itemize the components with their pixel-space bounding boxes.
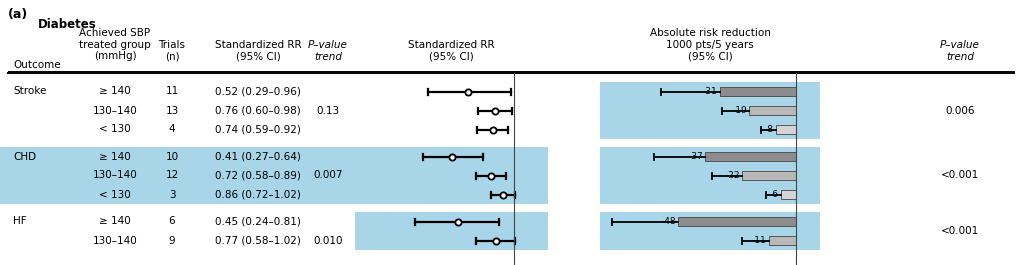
Text: -11: -11 [752, 236, 767, 245]
Text: -6: -6 [770, 190, 779, 199]
Bar [769, 236, 796, 245]
Text: ≥ 140: ≥ 140 [99, 152, 131, 161]
Bar [548, 212, 600, 250]
Bar [820, 212, 1024, 250]
Text: < 130: < 130 [99, 189, 131, 200]
Text: < 130: < 130 [99, 125, 131, 135]
Text: -8: -8 [765, 125, 774, 134]
Bar [706, 152, 796, 161]
Text: 130–140: 130–140 [92, 170, 137, 180]
Text: 130–140: 130–140 [92, 105, 137, 116]
Text: 0.13: 0.13 [316, 105, 340, 116]
Text: -48: -48 [662, 217, 676, 226]
Text: 0.52 (0.29–0.96): 0.52 (0.29–0.96) [215, 86, 301, 96]
Text: 0.76 (0.60–0.98): 0.76 (0.60–0.98) [215, 105, 301, 116]
Text: <0.001: <0.001 [941, 170, 979, 180]
Text: 0.86 (0.72–1.02): 0.86 (0.72–1.02) [215, 189, 301, 200]
Bar [600, 82, 820, 139]
Text: 0.010: 0.010 [313, 236, 343, 245]
Text: 0.006: 0.006 [945, 105, 975, 116]
Text: P–value
trend: P–value trend [308, 40, 348, 61]
Text: 13: 13 [165, 105, 178, 116]
Text: P–value
trend: P–value trend [940, 40, 980, 61]
Bar [600, 147, 820, 204]
Text: 6: 6 [169, 217, 175, 227]
Text: -37: -37 [688, 152, 703, 161]
Text: 0.41 (0.27–0.64): 0.41 (0.27–0.64) [215, 152, 301, 161]
Bar [600, 212, 820, 250]
Bar [750, 105, 796, 116]
Bar [548, 147, 600, 204]
Bar [720, 87, 796, 96]
Text: Achieved SBP
treated group
(mmHg): Achieved SBP treated group (mmHg) [79, 28, 151, 61]
Text: Outcome: Outcome [13, 60, 60, 70]
Text: (a): (a) [8, 8, 29, 21]
Text: -31: -31 [703, 87, 718, 96]
Text: 10: 10 [166, 152, 178, 161]
Text: Standardized RR
(95% CI): Standardized RR (95% CI) [408, 40, 495, 61]
Text: 130–140: 130–140 [92, 236, 137, 245]
Text: -19: -19 [732, 106, 748, 115]
Text: ≥ 140: ≥ 140 [99, 86, 131, 96]
Text: 0.007: 0.007 [313, 170, 343, 180]
Text: 3: 3 [169, 189, 175, 200]
Bar [0, 212, 355, 250]
Bar [678, 217, 796, 226]
Text: 12: 12 [165, 170, 178, 180]
Bar [355, 82, 548, 139]
Bar [0, 82, 355, 139]
Text: 0.77 (0.58–1.02): 0.77 (0.58–1.02) [215, 236, 301, 245]
Text: 0.72 (0.58–0.89): 0.72 (0.58–0.89) [215, 170, 301, 180]
Bar [820, 147, 1024, 204]
Text: Absolute risk reduction
1000 pts/5 years
(95% CI): Absolute risk reduction 1000 pts/5 years… [649, 28, 770, 61]
Bar [781, 189, 796, 200]
Text: HF: HF [13, 217, 27, 227]
Text: 11: 11 [165, 86, 178, 96]
Text: Stroke: Stroke [13, 86, 46, 96]
Text: 0.74 (0.59–0.92): 0.74 (0.59–0.92) [215, 125, 301, 135]
Text: 0.45 (0.24–0.81): 0.45 (0.24–0.81) [215, 217, 301, 227]
Text: ≥ 140: ≥ 140 [99, 217, 131, 227]
Text: <0.001: <0.001 [941, 226, 979, 236]
Text: Trials
(n): Trials (n) [159, 40, 185, 61]
Text: -22: -22 [725, 171, 739, 180]
Bar [0, 147, 355, 204]
Bar [776, 125, 796, 134]
Bar [741, 171, 796, 180]
Bar [355, 212, 548, 250]
Text: 9: 9 [169, 236, 175, 245]
Bar [548, 82, 600, 139]
Bar [820, 82, 1024, 139]
Text: CHD: CHD [13, 152, 36, 161]
Text: 4: 4 [169, 125, 175, 135]
Text: Diabetes: Diabetes [38, 18, 96, 31]
Text: Standardized RR
(95% CI): Standardized RR (95% CI) [215, 40, 301, 61]
Bar [355, 147, 548, 204]
